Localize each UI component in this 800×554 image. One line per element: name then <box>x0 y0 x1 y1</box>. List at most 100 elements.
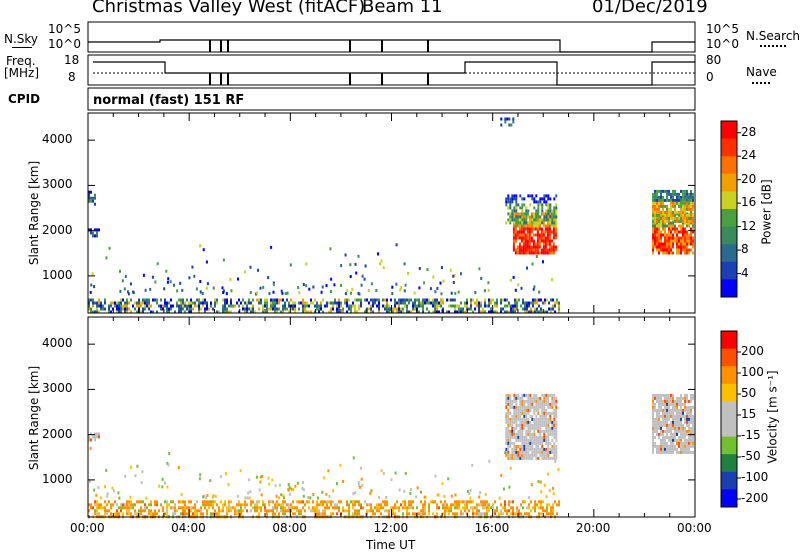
data-cell <box>524 227 527 231</box>
data-cell <box>549 405 552 409</box>
data-cell <box>282 494 285 498</box>
data-cell <box>658 221 660 225</box>
data-cell <box>509 402 512 406</box>
data-cell <box>517 221 520 225</box>
data-cell <box>97 486 100 489</box>
data-cell <box>553 212 556 216</box>
data-cell <box>469 496 472 500</box>
data-cell <box>314 304 316 308</box>
data-cell <box>436 301 438 305</box>
data-cell <box>658 396 660 400</box>
data-cell <box>652 242 654 246</box>
data-cell <box>530 509 532 513</box>
data-cell <box>511 209 514 213</box>
data-cell <box>539 441 542 445</box>
data-cell <box>519 396 522 400</box>
data-cell <box>533 405 536 409</box>
colorbar-swatch <box>721 436 737 455</box>
data-cell <box>507 450 510 454</box>
data-cell <box>360 506 362 510</box>
data-cell <box>476 503 478 507</box>
x-tick-label: 00:00 <box>677 521 712 535</box>
data-cell <box>552 304 554 308</box>
data-cell <box>662 447 664 451</box>
data-cell <box>378 307 380 311</box>
data-cell <box>555 426 558 430</box>
data-cell <box>380 503 382 507</box>
data-cell <box>670 236 672 240</box>
data-cell <box>424 506 426 510</box>
data-cell <box>514 248 517 252</box>
data-cell <box>284 500 286 504</box>
data-cell <box>545 209 548 213</box>
data-cell <box>144 304 146 308</box>
data-cell <box>676 227 678 231</box>
data-cell <box>408 298 410 302</box>
data-cell <box>537 426 540 430</box>
data-cell <box>294 307 296 311</box>
data-cell <box>318 512 320 516</box>
data-cell <box>259 475 262 479</box>
data-cell <box>505 197 508 201</box>
data-cell <box>252 506 254 510</box>
data-cell <box>662 227 664 231</box>
freq-trace <box>93 61 695 86</box>
data-cell <box>680 242 682 246</box>
data-cell <box>536 503 538 507</box>
data-cell <box>670 429 672 433</box>
data-cell <box>545 218 548 222</box>
data-cell <box>92 301 94 305</box>
data-cell <box>513 405 516 409</box>
data-cell <box>660 405 662 409</box>
data-cell <box>654 444 656 448</box>
data-cell <box>686 408 688 412</box>
data-cell <box>278 496 280 500</box>
data-cell <box>418 301 420 305</box>
nsearch-tick-bottom: 10^0 <box>706 37 739 51</box>
data-cell <box>521 402 524 406</box>
data-cell <box>668 210 670 214</box>
data-cell <box>94 500 96 504</box>
data-cell <box>682 221 684 225</box>
data-cell <box>558 304 560 308</box>
data-cell <box>523 212 526 216</box>
data-cell <box>652 227 654 231</box>
data-cell <box>212 506 214 510</box>
data-cell <box>668 393 670 397</box>
data-cell <box>656 189 658 193</box>
data-cell <box>166 461 169 465</box>
data-cell <box>508 117 511 121</box>
data-cell <box>688 242 690 246</box>
data-cell <box>316 304 318 308</box>
data-cell <box>478 307 480 311</box>
data-cell <box>684 393 686 397</box>
data-cell <box>686 399 688 403</box>
data-cell <box>222 291 225 294</box>
data-cell <box>250 509 252 513</box>
data-cell <box>442 298 444 302</box>
data-cell <box>515 197 518 201</box>
data-cell <box>148 512 150 516</box>
data-cell <box>682 402 684 406</box>
data-cell <box>530 307 532 311</box>
data-cell <box>544 242 547 246</box>
data-cell <box>531 432 534 436</box>
data-cell <box>519 194 522 198</box>
data-cell <box>118 304 120 308</box>
data-cell <box>375 289 378 292</box>
data-cell <box>104 301 106 305</box>
data-cell <box>526 236 529 240</box>
nsky-tick-bottom: 10^0 <box>48 37 81 51</box>
data-cell <box>539 453 542 457</box>
data-cell <box>336 503 338 507</box>
data-cell <box>236 509 238 513</box>
data-cell <box>512 224 515 228</box>
data-cell <box>376 503 378 507</box>
data-cell <box>555 453 558 457</box>
data-cell <box>204 506 206 510</box>
data-cell <box>553 435 556 439</box>
data-cell <box>266 310 268 314</box>
data-cell <box>680 251 682 255</box>
data-cell <box>519 435 522 439</box>
data-cell <box>515 399 518 403</box>
